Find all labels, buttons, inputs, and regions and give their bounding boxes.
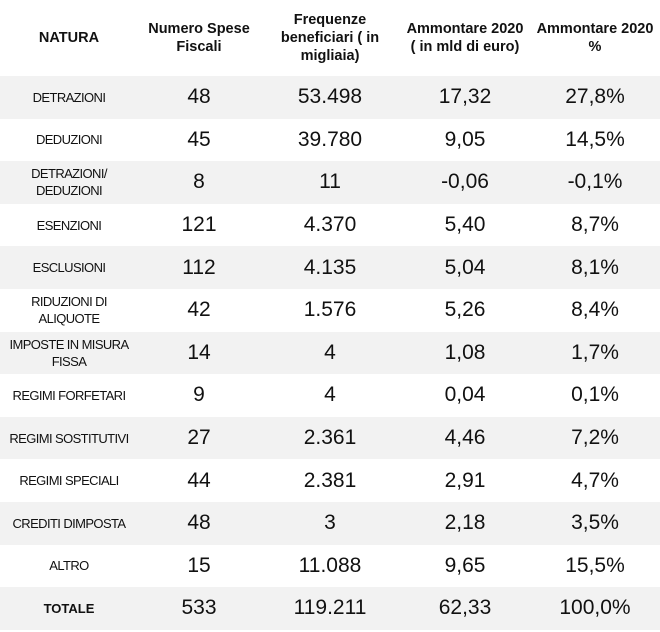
table-row: IMPOSTE IN MISURA FISSA 14 4 1,08 1,7% [0, 331, 660, 375]
cell-ammontare: 2,91 [444, 468, 486, 492]
table-row: REGIMI SOSTITUTIVI 27 2.361 4,46 7,2% [0, 416, 660, 460]
cell-frequenze: 4.135 [303, 255, 357, 279]
cell-numero: 42 [187, 298, 211, 322]
cell-natura: REGIMI SOSTITUTIVI [9, 430, 129, 446]
table-row: DETRAZIONI 48 53.498 17,32 27,8% [0, 76, 660, 119]
table-row: REGIMI SPECIALI 44 2.381 2,91 4,7% [0, 459, 660, 502]
cell-frequenze: 4.370 [303, 213, 357, 237]
cell-frequenze: 1.576 [303, 298, 357, 322]
cell-numero: 45 [187, 127, 211, 151]
cell-pct: 3,5% [571, 511, 619, 535]
header-ammontare: Ammontare 2020 ( in mld di euro) [406, 21, 524, 55]
cell-ammontare: 2,18 [444, 511, 486, 535]
table-row: CREDITI DIMPOSTA 48 3 2,18 3,5% [0, 501, 660, 545]
cell-pct: 0,1% [571, 383, 619, 407]
cell-pct: -0,1% [567, 170, 623, 194]
cell-pct: 15,5% [565, 553, 625, 577]
cell-pct: 14,5% [565, 127, 625, 151]
header-row: NATURA Numero Spese Fiscali Frequenze be… [0, 0, 660, 76]
cell-frequenze: 39.780 [297, 127, 363, 151]
cell-numero: 9 [193, 383, 205, 407]
cell-natura: DETRAZIONI/ DEDUZIONI [31, 166, 107, 199]
cell-ammontare: 5,40 [444, 213, 486, 237]
cell-numero: 8 [193, 170, 205, 194]
cell-pct: 4,7% [571, 468, 619, 492]
cell-numero: 27 [187, 426, 211, 450]
header-frequenze: Frequenze beneficiari ( in migliaia) [280, 12, 380, 64]
cell-ammontare: 1,08 [444, 340, 486, 364]
cell-numero: 14 [187, 340, 211, 364]
total-row: TOTALE 533 119.211 62,33 100,0% [0, 587, 660, 630]
cell-pct: 1,7% [571, 340, 619, 364]
cell-natura: REGIMI SPECIALI [19, 473, 119, 489]
cell-numero: 121 [181, 213, 217, 237]
cell-natura: ESCLUSIONI [32, 260, 106, 276]
cell-natura: REGIMI FORFETARI [12, 387, 127, 403]
cell-ammontare: 5,04 [444, 255, 486, 279]
cell-frequenze: 4 [324, 383, 336, 407]
header-natura: NATURA [38, 30, 100, 46]
cell-ammontare: 4,46 [444, 426, 486, 450]
cell-natura: CREDITI DIMPOSTA [12, 515, 127, 531]
total-ammontare: 62,33 [438, 596, 492, 620]
total-label: TOTALE [43, 600, 95, 616]
table-row: ALTRO 15 11.088 9,65 15,5% [0, 544, 660, 588]
cell-natura: DEDUZIONI [35, 132, 103, 148]
cell-ammontare: -0,06 [441, 170, 489, 194]
cell-ammontare: 17,32 [438, 85, 492, 109]
cell-frequenze: 11 [319, 170, 341, 194]
cell-frequenze: 3 [324, 511, 336, 535]
total-pct: 100,0% [559, 596, 631, 620]
total-frequenze: 119.211 [293, 596, 367, 620]
cell-frequenze: 2.381 [303, 468, 357, 492]
cell-ammontare: 5,26 [444, 298, 486, 322]
cell-pct: 7,2% [571, 426, 619, 450]
cell-numero: 15 [187, 553, 211, 577]
cell-ammontare: 0,04 [444, 383, 486, 407]
cell-ammontare: 9,65 [444, 553, 486, 577]
cell-pct: 8,4% [571, 298, 619, 322]
table-row: DEDUZIONI 45 39.780 9,05 14,5% [0, 118, 660, 162]
table-row: DETRAZIONI/ DEDUZIONI 8 11 -0,06 -0,1% [0, 161, 660, 204]
cell-numero: 48 [187, 85, 211, 109]
header-ammontare-pct: Ammontare 2020 % [536, 21, 654, 55]
cell-natura: DETRAZIONI [32, 89, 106, 105]
table-row: ESENZIONI 121 4.370 5,40 8,7% [0, 203, 660, 247]
cell-pct: 27,8% [565, 85, 625, 109]
cell-frequenze: 11.088 [298, 553, 362, 577]
table-row: REGIMI FORFETARI 9 4 0,04 0,1% [0, 374, 660, 417]
cell-pct: 8,7% [571, 213, 619, 237]
cell-numero: 44 [187, 468, 211, 492]
cell-natura: ALTRO [49, 558, 89, 574]
cell-natura: RIDUZIONI DI ALIQUOTE [31, 294, 107, 327]
total-numero: 533 [181, 596, 217, 620]
cell-frequenze: 2.361 [303, 426, 357, 450]
table-row: ESCLUSIONI 112 4.135 5,04 8,1% [0, 246, 660, 289]
cell-frequenze: 4 [324, 340, 336, 364]
header-numero: Numero Spese Fiscali [148, 21, 250, 55]
cell-natura: IMPOSTE IN MISURA FISSA [9, 336, 129, 369]
cell-numero: 112 [182, 255, 216, 279]
cell-pct: 8,1% [571, 255, 619, 279]
cell-numero: 48 [187, 511, 211, 535]
cell-ammontare: 9,05 [444, 127, 486, 151]
table-row: RIDUZIONI DI ALIQUOTE 42 1.576 5,26 8,4% [0, 288, 660, 332]
cell-natura: ESENZIONI [36, 217, 102, 233]
cell-frequenze: 53.498 [297, 85, 363, 109]
